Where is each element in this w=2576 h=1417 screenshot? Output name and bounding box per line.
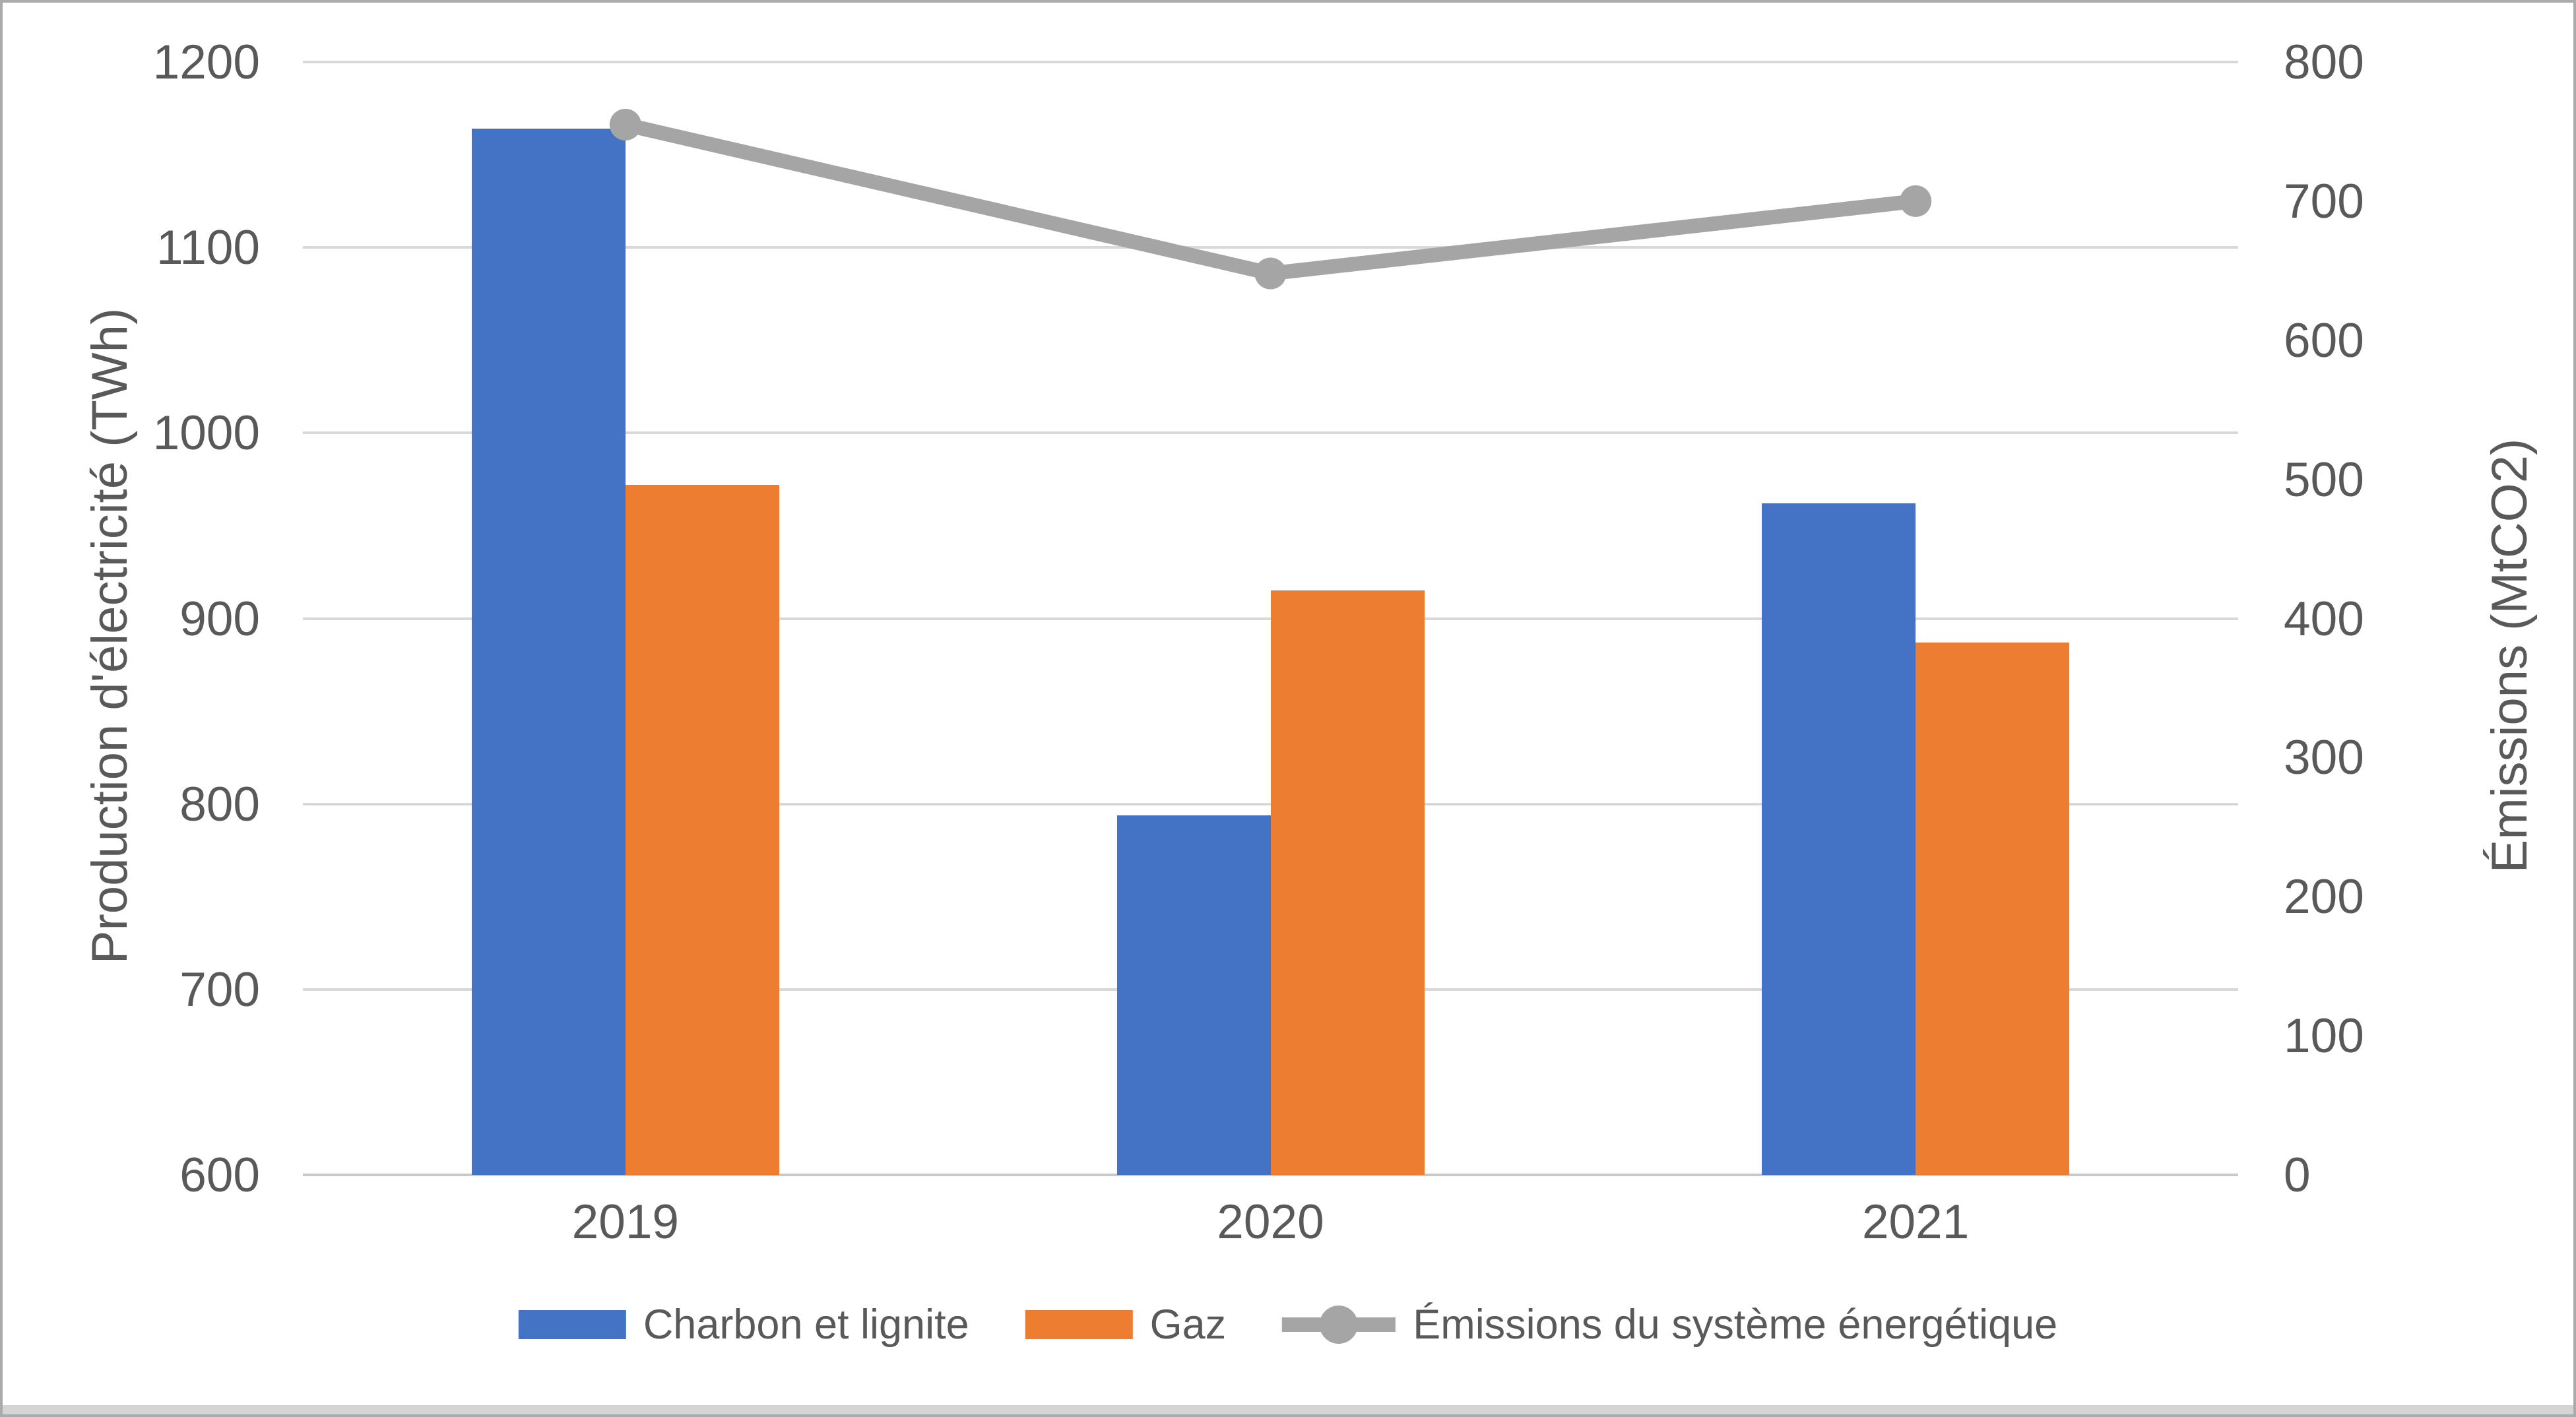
bar-charbon-2020 <box>1116 815 1271 1175</box>
gridline <box>303 61 2238 63</box>
left-axis-tick: 1000 <box>152 406 260 460</box>
legend-label-charbon: Charbon et lignite <box>643 1302 969 1348</box>
x-axis-label-2020: 2020 <box>1217 1195 1324 1249</box>
left-axis-tick: 800 <box>179 777 260 831</box>
right-axis-tick: 100 <box>2284 1009 2364 1063</box>
right-axis-tick: 600 <box>2284 313 2364 367</box>
legend-swatch-charbon <box>518 1310 626 1339</box>
legend-item-charbon: Charbon et lignite <box>518 1301 969 1348</box>
right-axis-title: Émissions (MtCO2) <box>2482 438 2538 873</box>
right-axis-tick: 800 <box>2284 36 2364 89</box>
bar-charbon-2019 <box>471 129 626 1175</box>
bar-charbon-2021 <box>1762 503 1916 1175</box>
right-axis-tick: 300 <box>2284 731 2364 785</box>
right-axis-tick: 500 <box>2284 453 2364 507</box>
legend-swatch-emissions-line <box>1282 1301 1396 1348</box>
right-axis-tick: 700 <box>2284 174 2364 228</box>
legend: Charbon et lignite Gaz Émissions du syst… <box>518 1301 2057 1348</box>
left-axis-tick: 700 <box>179 962 260 1017</box>
right-axis-tick: 0 <box>2284 1149 2311 1202</box>
emissions-point-2019 <box>609 108 641 141</box>
legend-label-gaz: Gaz <box>1149 1302 1227 1348</box>
bar-gaz-2020 <box>1270 590 1425 1175</box>
legend-item-emissions: Émissions du système énergétique <box>1282 1301 2057 1348</box>
emissions-point-2020 <box>1254 257 1287 290</box>
gridline <box>303 431 2238 435</box>
left-axis-tick: 900 <box>179 592 260 646</box>
bar-gaz-2019 <box>625 485 779 1175</box>
bar-gaz-2021 <box>1916 643 2070 1175</box>
emissions-line <box>618 117 1923 281</box>
emissions-line-series <box>609 108 1932 290</box>
emissions-point-2021 <box>1900 185 1932 217</box>
right-axis-tick: 200 <box>2284 870 2364 924</box>
chart-bottom-edge <box>3 1405 2573 1414</box>
left-axis-tick: 600 <box>179 1149 260 1202</box>
left-axis-tick: 1100 <box>156 221 260 275</box>
gridline <box>303 1174 2238 1176</box>
right-axis-tick: 400 <box>2284 592 2364 646</box>
x-axis-label-2019: 2019 <box>571 1195 680 1249</box>
legend-item-gaz: Gaz <box>1025 1301 1227 1348</box>
left-axis-tick: 1200 <box>152 36 260 89</box>
legend-label-emissions: Émissions du système énergétique <box>1413 1302 2058 1348</box>
gridline <box>303 246 2238 249</box>
x-axis-label-2021: 2021 <box>1861 1195 1970 1249</box>
plot-area <box>303 61 2238 1176</box>
legend-swatch-gaz <box>1025 1310 1133 1339</box>
legend-marker-icon <box>1320 1306 1359 1344</box>
